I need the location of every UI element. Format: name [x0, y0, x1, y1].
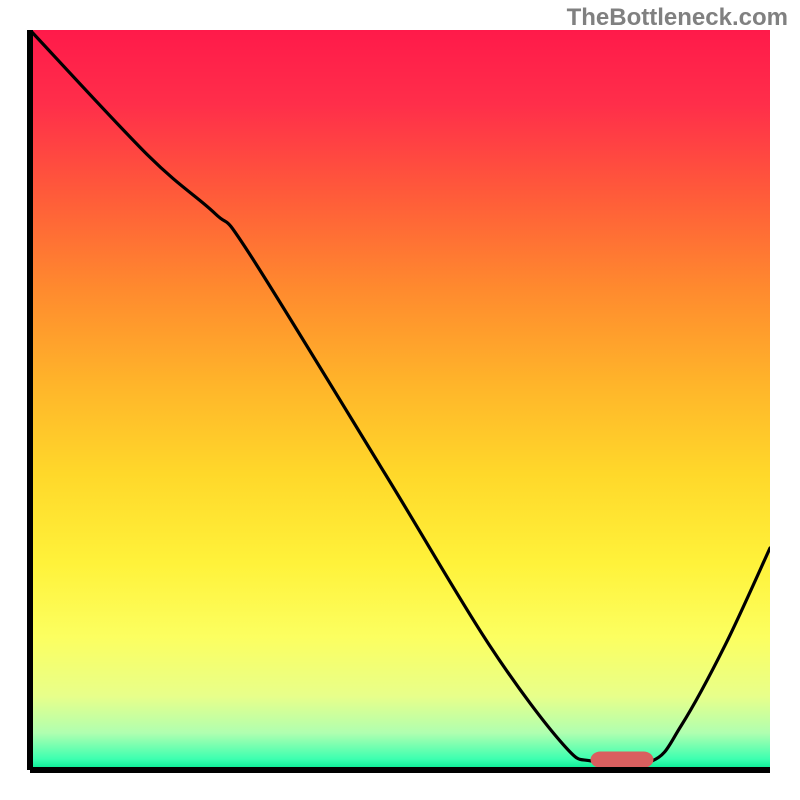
chart-container: TheBottleneck.com [0, 0, 800, 800]
bottleneck-chart [0, 0, 800, 800]
gradient-background [30, 30, 770, 770]
watermark-text: TheBottleneck.com [567, 4, 788, 32]
optimum-marker [591, 752, 654, 768]
